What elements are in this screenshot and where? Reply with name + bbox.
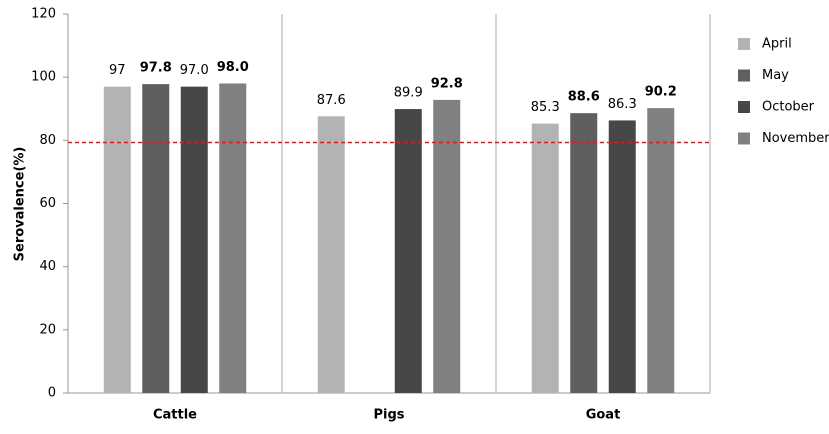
bar [180,86,208,394]
bar [608,120,636,393]
value-label: 89.9 [394,86,423,101]
bar [433,99,461,393]
value-label: 90.2 [645,85,677,100]
y-tick-label: 80 [39,133,56,148]
y-tick-label: 100 [31,70,56,85]
legend-swatch [738,38,750,50]
bar [142,84,170,394]
bar [103,86,131,394]
value-label: 86.3 [608,97,637,112]
legend-label: May [762,68,789,83]
bar [570,113,598,394]
legend-label: April [762,37,792,52]
y-tick-label: 40 [39,259,56,274]
bar [219,83,247,393]
legend-label: November [762,131,829,146]
value-label: 87.6 [317,93,346,108]
value-label: 97 [109,63,126,78]
y-tick-label: 0 [48,386,56,401]
y-tick-label: 120 [31,7,56,22]
bar [394,109,422,394]
bar [317,116,345,393]
bar [531,123,559,393]
legend-label: October [762,100,815,115]
value-label: 97.0 [180,63,209,78]
legend-swatch [738,69,750,82]
value-label: 92.8 [431,76,463,91]
x-tick-label: Cattle [153,408,197,423]
legend-swatch [738,101,750,113]
bar [647,108,675,393]
legend-swatch [738,132,750,145]
y-tick-label: 20 [39,322,56,337]
y-axis-title: Serovalence(%) [13,147,28,262]
value-label: 85.3 [531,100,560,115]
value-label: 88.6 [568,90,600,105]
y-tick-label: 60 [39,196,56,211]
x-tick-label: Pigs [373,408,404,423]
value-label: 97.8 [140,61,172,76]
x-tick-label: Goat [586,408,621,423]
value-label: 98.0 [217,60,249,75]
